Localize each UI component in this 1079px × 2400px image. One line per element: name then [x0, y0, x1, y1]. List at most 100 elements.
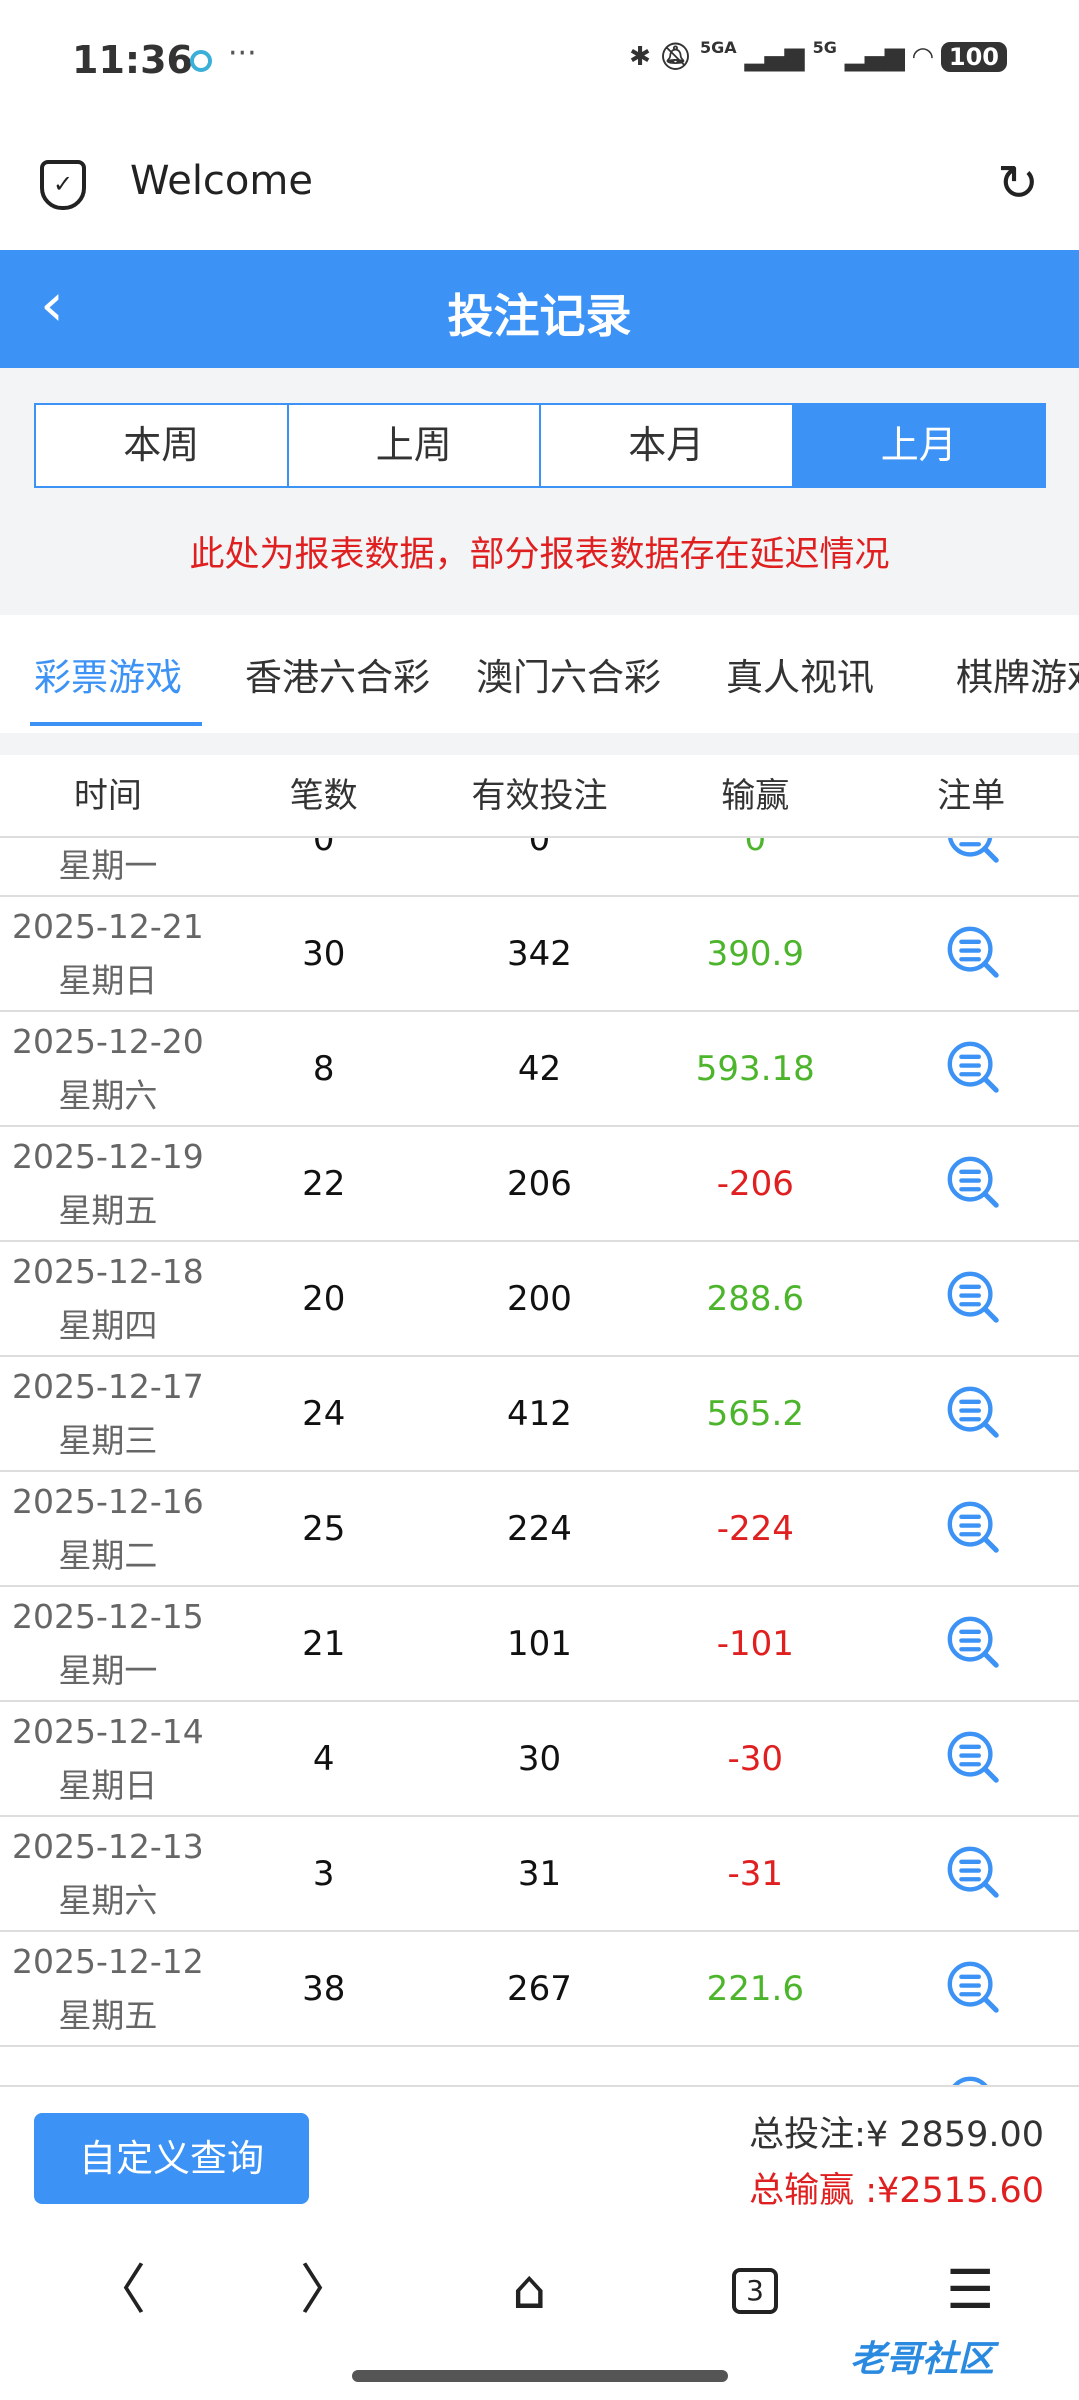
cell-bet-slip	[863, 1843, 1079, 1905]
tab-macau-mark-six[interactable]: 澳门六合彩	[476, 656, 661, 699]
col-time: 时间	[73, 776, 142, 816]
table-row: 2025-12-16 星期二 25 224 -224	[0, 1472, 1079, 1587]
system-icons: ✱ 🔕︎ 5GA ▂▄▆ 5G ▂▄▆ ◠ 100	[629, 38, 1007, 72]
tab-lottery[interactable]: 彩票游戏	[34, 656, 182, 699]
table-row: 2025-12-17 星期三 24 412 565.2	[0, 1357, 1079, 1472]
view-details-icon[interactable]	[944, 1153, 999, 1211]
cell-time: 2025-12-19 星期五	[0, 1130, 216, 1238]
cell-win-loss: -206	[716, 1163, 794, 1204]
carrier-icon	[190, 50, 212, 72]
page-title-address[interactable]: Welcome	[130, 158, 313, 204]
view-details-icon[interactable]	[944, 1843, 999, 1901]
cell-valid-bet: 224	[507, 1508, 572, 1549]
cell-bet-slip	[863, 1038, 1079, 1100]
view-details-icon[interactable]	[944, 1613, 999, 1671]
date: 2025-12-21	[12, 906, 204, 946]
date: 2025-12-11	[0, 2077, 216, 2086]
cell-time: 2025-12-15 星期一	[0, 1590, 216, 1698]
date: 2025-12-18	[12, 1251, 204, 1291]
cell-valid-bet: 206	[507, 1163, 572, 1204]
date: 2025-12-13	[12, 1826, 204, 1866]
view-details-icon[interactable]	[944, 1268, 999, 1326]
view-details-icon[interactable]	[944, 1728, 999, 1786]
view-details-icon[interactable]	[944, 2073, 998, 2085]
cell-win-loss: -224	[716, 1508, 794, 1549]
menu-icon[interactable]: ☰	[946, 2258, 995, 2321]
clock: 11:36	[72, 38, 193, 82]
status-bar: 11:36 ··· ✱ 🔕︎ 5GA ▂▄▆ 5G ▂▄▆ ◠ 100	[0, 0, 1079, 120]
period-selector: 本周 上周 本月 上月	[34, 403, 1046, 488]
date: 2025-12-12	[12, 1941, 204, 1981]
network-5ga-label: 5GA	[699, 38, 737, 57]
col-bet-slip: 注单	[937, 776, 1006, 816]
table-row: 2025-12-15 星期一 21 101 -101	[0, 1587, 1079, 1702]
cell-bet-slip	[863, 1383, 1079, 1445]
cell-time: 2025-12-12 星期五	[0, 1935, 216, 2043]
view-details-icon[interactable]	[944, 1038, 999, 1096]
period-this-month[interactable]: 本月	[541, 405, 794, 486]
reload-icon[interactable]: ↻	[997, 154, 1039, 212]
cell-valid-bet: 0	[528, 838, 551, 859]
cell-win-loss: -30	[727, 1738, 784, 1779]
back-icon[interactable]: 〈	[92, 2258, 146, 2321]
cell-count: 24	[302, 1393, 346, 1434]
view-details-icon[interactable]	[944, 1383, 999, 1441]
cell-bet-slip	[863, 1498, 1079, 1560]
period-last-week[interactable]: 上周	[289, 405, 541, 486]
cell-valid-bet: 412	[507, 1393, 572, 1434]
cell-bet-slip	[863, 1268, 1079, 1330]
tab-live-casino[interactable]: 真人视讯	[726, 656, 874, 699]
cell-count: 25	[302, 1508, 346, 1549]
forward-icon[interactable]: 〉	[300, 2258, 354, 2321]
tab-hk-mark-six[interactable]: 香港六合彩	[245, 656, 430, 699]
weekday: 星期日	[58, 1765, 158, 1805]
table-row: 2025-12-21 星期日 30 342 390.9	[0, 897, 1079, 1012]
view-details-icon[interactable]	[944, 923, 999, 981]
cell-count: 38	[302, 1968, 346, 2009]
date: 2025-12-19	[12, 1136, 204, 1176]
wifi-icon: ◠	[912, 42, 933, 72]
date: 2025-12-17	[12, 1366, 204, 1406]
view-details-icon[interactable]	[944, 838, 999, 866]
home-indicator[interactable]	[352, 2370, 728, 2382]
tab-card-games[interactable]: 棋牌游戏	[956, 656, 1079, 699]
shield-check-icon[interactable]: ✓	[40, 160, 86, 210]
cell-time: 2025-12-20 星期六	[0, 1015, 216, 1123]
cell-valid-bet: 101	[507, 1623, 572, 1664]
cell-count: 4	[312, 1738, 335, 1779]
weekday: 星期五	[58, 1190, 158, 1230]
weekday: 星期四	[58, 1305, 158, 1345]
cell-bet-slip	[863, 1958, 1079, 2020]
cell-bet-slip	[863, 1153, 1079, 1215]
table-row: 2025-12-20 星期六 8 42 593.18	[0, 1012, 1079, 1127]
view-details-icon[interactable]	[944, 1498, 999, 1556]
bluetooth-icon: ✱	[629, 42, 651, 72]
more-notifications-icon: ···	[228, 36, 257, 71]
cell-win-loss: 565.2	[706, 1393, 804, 1434]
cell-win-loss: 593.18	[695, 1048, 815, 1089]
weekday: 星期二	[58, 1535, 158, 1575]
table-row: 2025-12-18 星期四 20 200 288.6	[0, 1242, 1079, 1357]
weekday: 星期六	[58, 1880, 158, 1920]
custom-query-button[interactable]: 自定义查询	[34, 2113, 309, 2204]
tabs-button[interactable]: 3	[732, 2268, 778, 2314]
period-this-week[interactable]: 本周	[36, 405, 289, 486]
table-row: 2025-12-22星期一 0 0 0	[0, 838, 1079, 897]
col-valid-bet: 有效投注	[471, 776, 608, 816]
total-win-loss: 总输赢 :¥2515.60	[749, 2171, 1044, 2211]
period-last-month[interactable]: 上月	[793, 405, 1044, 486]
mute-icon: 🔕︎	[658, 42, 692, 72]
weekday: 星期六	[58, 1075, 158, 1115]
back-chevron-icon[interactable]: ‹	[40, 270, 64, 340]
cell-win-loss: 288.6	[706, 1278, 804, 1319]
cell-time: 2025-12-13 星期六	[0, 1820, 216, 1928]
total-bet: 总投注:¥ 2859.00	[749, 2115, 1044, 2155]
cell-time: 2025-12-14 星期日	[0, 1705, 216, 1813]
cell-valid-bet: 200	[507, 1278, 572, 1319]
date: 2025-12-20	[12, 1021, 204, 1061]
cell-count: 0	[312, 838, 335, 859]
home-icon[interactable]: ⌂	[512, 2258, 547, 2321]
view-details-icon[interactable]	[944, 1958, 999, 2016]
cell-count: 21	[302, 1623, 346, 1664]
